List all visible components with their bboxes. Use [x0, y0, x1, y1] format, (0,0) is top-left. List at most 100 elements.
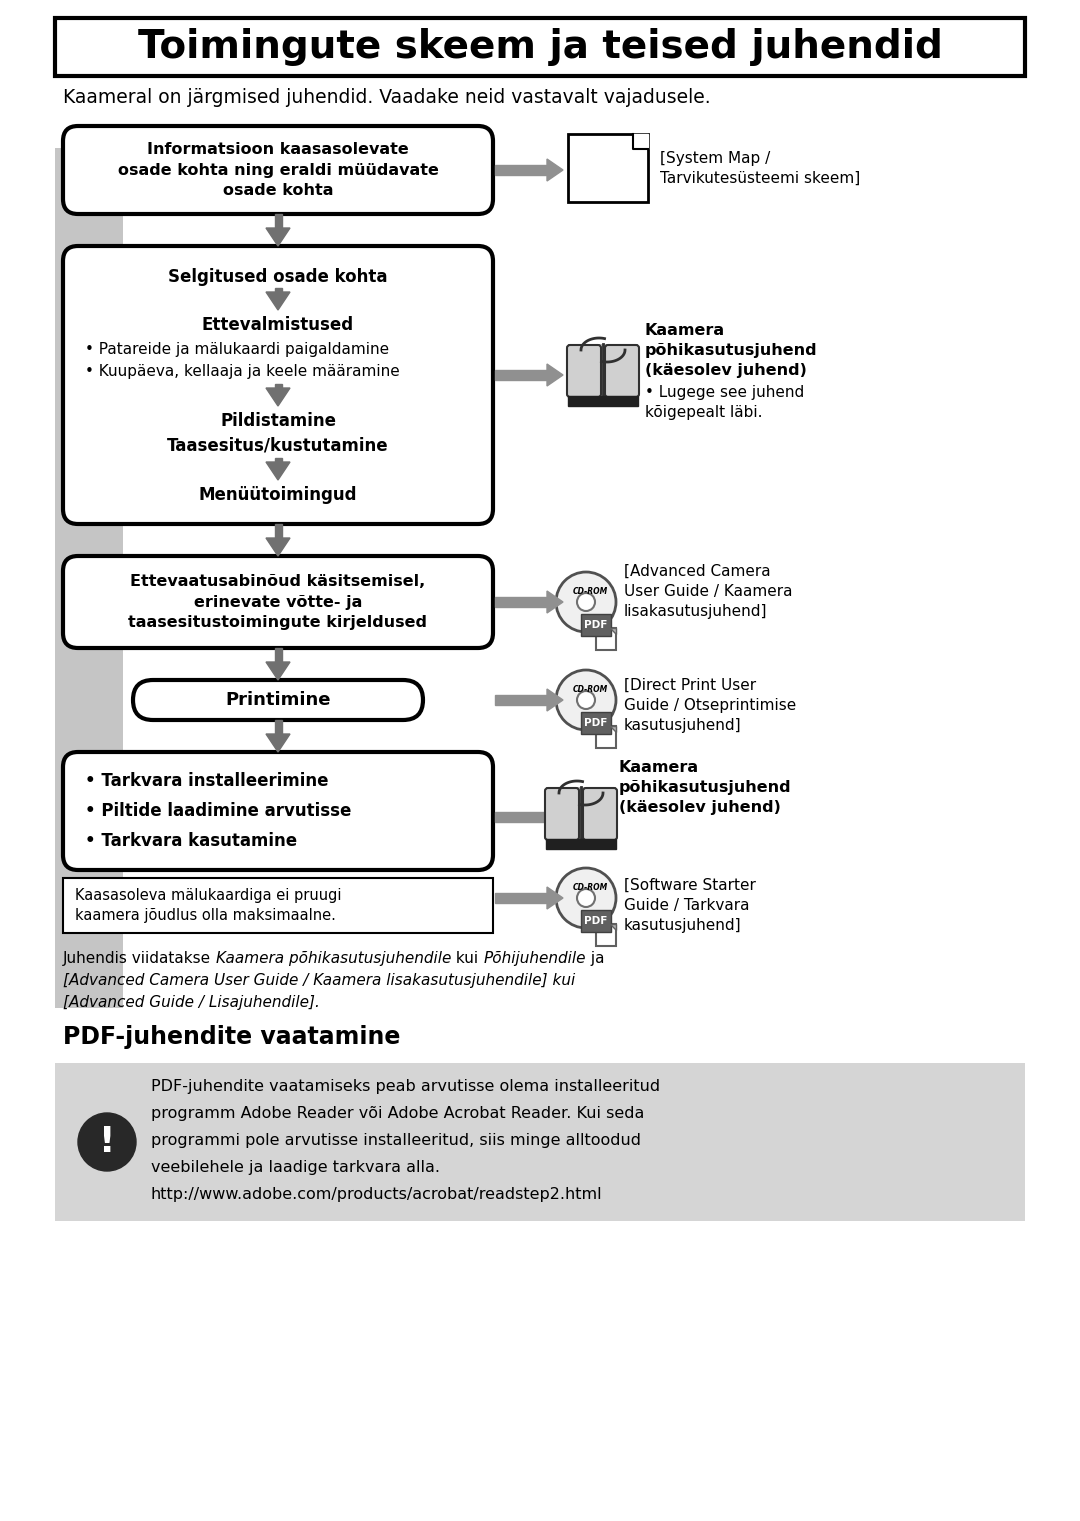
Circle shape	[556, 868, 616, 928]
Circle shape	[577, 888, 595, 907]
Text: http://www.adobe.com/products/acrobat/readstep2.html: http://www.adobe.com/products/acrobat/re…	[151, 1186, 603, 1202]
Text: • Piltide laadimine arvutisse: • Piltide laadimine arvutisse	[85, 802, 351, 820]
Text: Ettevalmistused: Ettevalmistused	[202, 316, 354, 335]
FancyBboxPatch shape	[605, 345, 639, 397]
FancyBboxPatch shape	[63, 557, 492, 648]
Text: • Patareide ja mälukaardi paigaldamine: • Patareide ja mälukaardi paigaldamine	[85, 342, 389, 357]
Text: [Advanced Camera
User Guide / Kaamera
lisakasutusjuhend]: [Advanced Camera User Guide / Kaamera li…	[624, 564, 793, 619]
Text: ja: ja	[585, 951, 605, 966]
Polygon shape	[266, 538, 291, 557]
Bar	[63, 878, 492, 932]
Text: [Direct Print User
Guide / Otseprintimise
kasutusjuhend]: [Direct Print User Guide / Otseprintimis…	[624, 678, 796, 733]
Bar	[568, 344, 638, 399]
Polygon shape	[610, 726, 616, 732]
Bar	[274, 525, 282, 538]
Polygon shape	[266, 228, 291, 246]
Text: PDF-juhendite vaatamine: PDF-juhendite vaatamine	[63, 1025, 401, 1049]
Text: PDF: PDF	[584, 916, 608, 926]
Text: Pildistamine: Pildistamine	[220, 412, 336, 430]
Circle shape	[556, 572, 616, 633]
Bar	[495, 164, 546, 175]
Text: programm Adobe Reader või Adobe Acrobat Reader. Kui seda: programm Adobe Reader või Adobe Acrobat …	[151, 1106, 645, 1121]
Polygon shape	[610, 628, 616, 634]
Text: CD-ROM: CD-ROM	[572, 884, 608, 893]
Text: Ettevaatusabinõud käsitsemisel,
erinevate võtte- ja
taasesitustoimingute kirjeld: Ettevaatusabinõud käsitsemisel, erinevat…	[129, 573, 428, 630]
Bar	[495, 598, 546, 607]
Bar	[495, 370, 546, 380]
Text: Põhijuhendile: Põhijuhendile	[484, 951, 585, 966]
FancyBboxPatch shape	[63, 246, 492, 525]
Circle shape	[577, 691, 595, 709]
Text: Printimine: Printimine	[226, 691, 330, 709]
Polygon shape	[546, 592, 563, 613]
Text: Juhendis viidatakse: Juhendis viidatakse	[63, 951, 216, 966]
Polygon shape	[546, 806, 563, 827]
Circle shape	[577, 593, 595, 611]
Polygon shape	[546, 160, 563, 181]
Bar	[274, 648, 282, 662]
Bar	[274, 214, 282, 228]
Text: CD-ROM: CD-ROM	[572, 587, 608, 596]
Bar	[581, 910, 611, 932]
FancyBboxPatch shape	[545, 788, 579, 840]
Polygon shape	[266, 735, 291, 751]
Bar	[596, 923, 616, 946]
Polygon shape	[633, 134, 648, 149]
Bar	[495, 893, 546, 903]
Text: Kaamera põhikasutusjuhendile: Kaamera põhikasutusjuhendile	[216, 951, 451, 966]
Text: Taasesitus/kustutamine: Taasesitus/kustutamine	[167, 437, 389, 453]
Polygon shape	[546, 887, 563, 910]
Text: • Tarkvara kasutamine: • Tarkvara kasutamine	[85, 832, 297, 850]
Text: • Tarkvara installeerimine: • Tarkvara installeerimine	[85, 773, 328, 789]
Text: Kaamera
põhikasutusjuhend
(käesolev juhend): Kaamera põhikasutusjuhend (käesolev juhe…	[619, 760, 792, 815]
Text: veebilehele ja laadige tarkvara alla.: veebilehele ja laadige tarkvara alla.	[151, 1161, 440, 1176]
Circle shape	[78, 1113, 136, 1171]
Text: kui: kui	[451, 951, 484, 966]
Bar	[596, 628, 616, 649]
Text: • Kuupäeva, kellaaja ja keele määramine: • Kuupäeva, kellaaja ja keele määramine	[85, 364, 400, 379]
Text: [System Map /
Tarvikutesüsteemi skeem]: [System Map / Tarvikutesüsteemi skeem]	[660, 151, 861, 186]
Text: Kaasasoleva mälukaardiga ei pruugi
kaamera jõudlus olla maksimaalne.: Kaasasoleva mälukaardiga ei pruugi kaame…	[75, 888, 341, 923]
Text: Informatsioon kaasasolevate
osade kohta ning eraldi müüdavate
osade kohta: Informatsioon kaasasolevate osade kohta …	[118, 141, 438, 198]
Text: CD-ROM: CD-ROM	[572, 686, 608, 695]
Bar	[546, 786, 616, 841]
Bar	[495, 695, 546, 706]
Polygon shape	[266, 462, 291, 481]
Text: Kaamera
põhikasutusjuhend
(käesolev juhend): Kaamera põhikasutusjuhend (käesolev juhe…	[645, 322, 818, 377]
Bar	[546, 840, 616, 849]
Bar	[274, 719, 282, 735]
Text: PDF: PDF	[584, 621, 608, 630]
Text: • Lugege see juhend
kõigepealt läbi.: • Lugege see juhend kõigepealt läbi.	[645, 385, 805, 420]
FancyBboxPatch shape	[63, 126, 492, 214]
Bar	[274, 458, 282, 462]
Text: Selgitused osade kohta: Selgitused osade kohta	[168, 268, 388, 286]
Text: Kaameral on järgmised juhendid. Vaadake neid vastavalt vajadusele.: Kaameral on järgmised juhendid. Vaadake …	[63, 88, 711, 106]
Polygon shape	[546, 689, 563, 710]
Text: [Advanced Camera User Guide / Kaamera lisakasutusjuhendile] kui: [Advanced Camera User Guide / Kaamera li…	[63, 973, 576, 989]
Text: !: !	[98, 1126, 116, 1159]
Text: Menüütoimingud: Menüütoimingud	[199, 487, 357, 503]
Bar	[596, 726, 616, 748]
Bar	[581, 712, 611, 735]
Bar	[55, 1063, 1025, 1221]
Polygon shape	[266, 292, 291, 310]
Bar	[568, 395, 638, 406]
Polygon shape	[266, 662, 291, 680]
Text: [Software Starter
Guide / Tarkvara
kasutusjuhend]: [Software Starter Guide / Tarkvara kasut…	[624, 878, 756, 932]
Text: Toimingute skeem ja teised juhendid: Toimingute skeem ja teised juhendid	[137, 27, 943, 65]
Text: [Advanced Guide / Lisajuhendile].: [Advanced Guide / Lisajuhendile].	[63, 995, 320, 1010]
Polygon shape	[610, 923, 616, 929]
Circle shape	[556, 669, 616, 730]
FancyBboxPatch shape	[133, 680, 423, 719]
Text: PDF: PDF	[584, 718, 608, 729]
Polygon shape	[266, 388, 291, 406]
Bar	[55, 18, 1025, 76]
Polygon shape	[546, 364, 563, 386]
FancyBboxPatch shape	[567, 345, 600, 397]
FancyBboxPatch shape	[63, 751, 492, 870]
Bar	[55, 148, 123, 1008]
Text: programmi pole arvutisse installeeritud, siis minge alltoodud: programmi pole arvutisse installeeritud,…	[151, 1133, 642, 1148]
Bar	[581, 614, 611, 636]
Bar	[568, 134, 648, 202]
Text: PDF-juhendite vaatamiseks peab arvutisse olema installeeritud: PDF-juhendite vaatamiseks peab arvutisse…	[151, 1078, 660, 1094]
